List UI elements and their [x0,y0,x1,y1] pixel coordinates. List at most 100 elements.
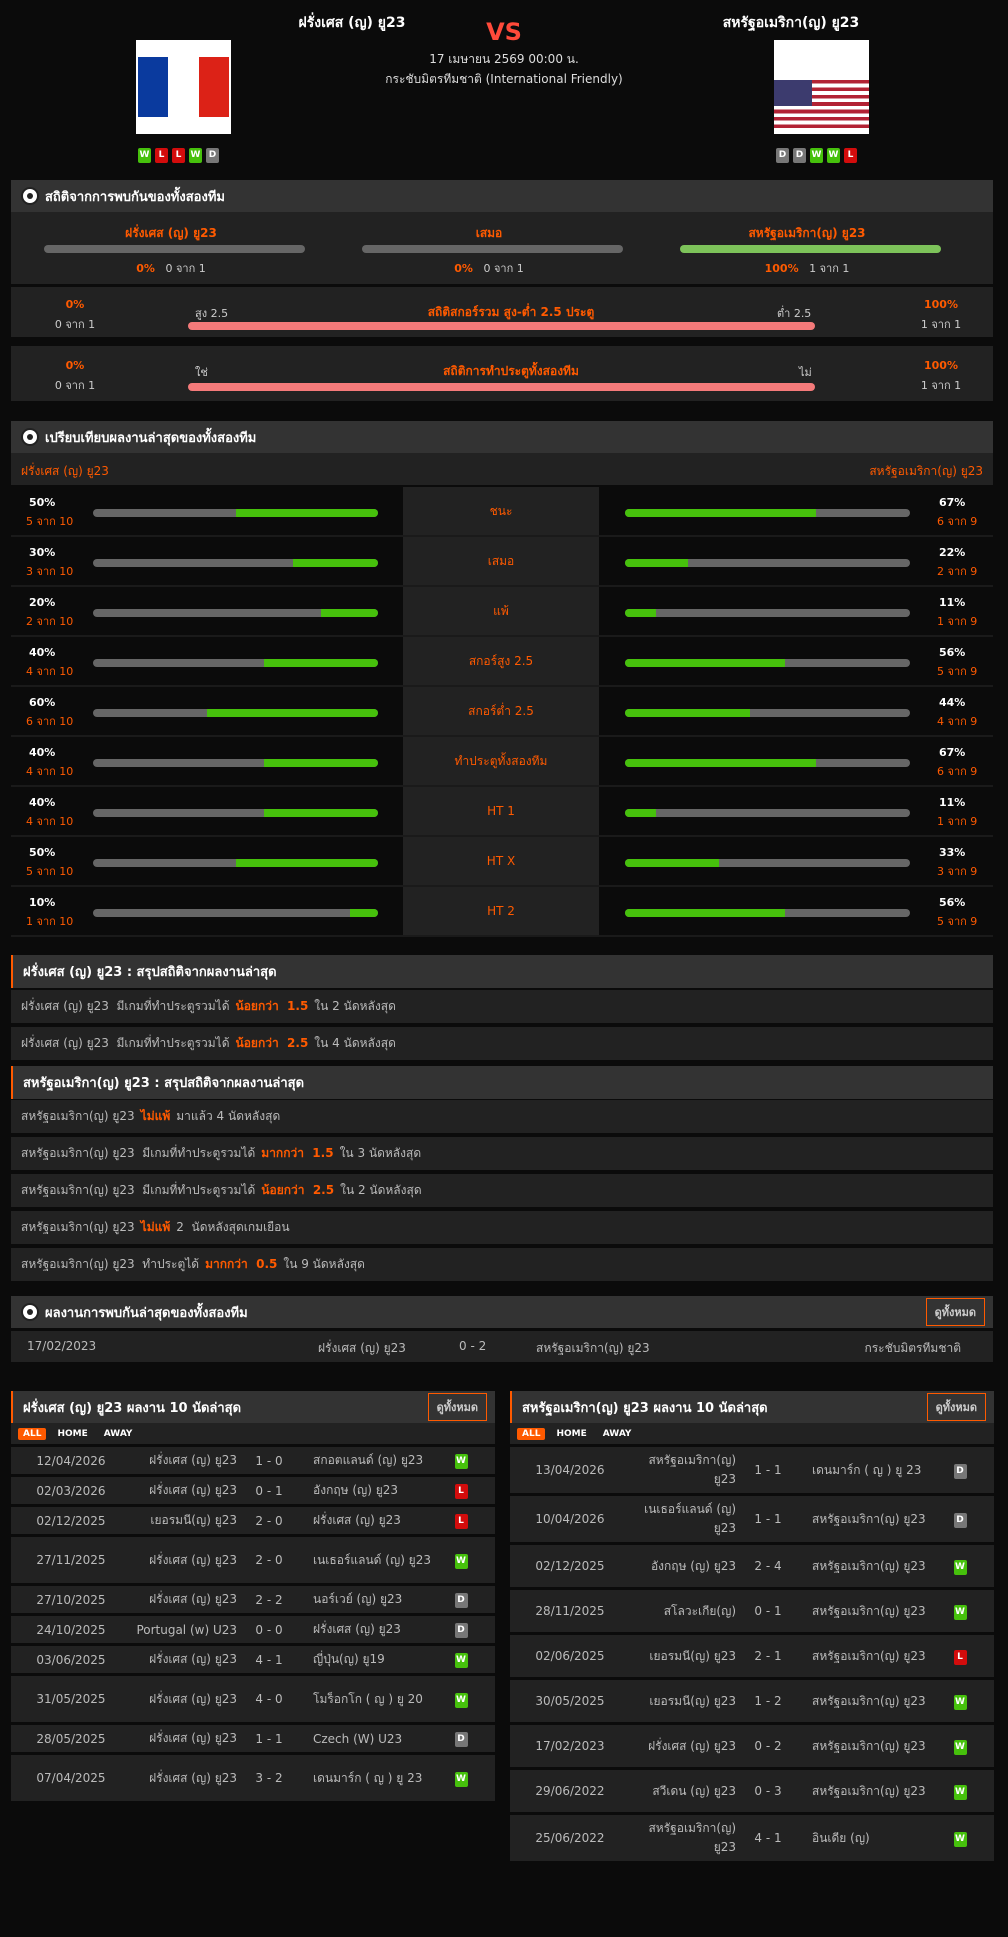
away-side: 67% 6 จาก 9 [599,737,993,785]
outcome-pct: 0% [454,262,473,275]
match-row[interactable]: 31/05/2025 ฝรั่งเศส (ญ) ยู23 4 - 0 โมร็อกโก… [11,1676,495,1722]
match-row[interactable]: 13/04/2026 สหรัฐอเมริกา(ญ) ยู23 1 - 1 เดนมา… [510,1447,994,1493]
away-team: สหรัฐอเมริกา(ญ) ยู23 [812,1603,926,1618]
away-pct: 11% [939,796,966,809]
match-row[interactable]: 03/06/2025 ฝรั่งเศส (ญ) ยู23 4 - 1 ญี่ปุ่น(… [11,1646,495,1673]
stat-label: HT 2 [403,887,599,935]
result: D [940,1511,980,1528]
result: W [441,1651,481,1668]
match-row[interactable]: 10/04/2026 เนเธอร์แลนด์ (ญ) ยู23 1 - 1 สหรั… [510,1496,994,1542]
match-row[interactable]: 17/02/2023 ฝรั่งเศส (ญ) ยู23 0 - 2 สหรัฐอเม… [510,1725,994,1767]
filter-tabs: ALL HOME AWAY [11,1423,495,1444]
summary-text: ฝรั่งเศส (ญ) ยู23 มีเกมที่ทำประตูรวมได้ [21,999,230,1013]
away-flag [774,40,869,134]
home-count: 5 จาก 10 [26,865,74,878]
match-row[interactable]: 29/06/2022 สวีเดน (ญ) ยู23 0 - 3 สหรัฐอเมริ… [510,1770,994,1812]
match-row[interactable]: 02/06/2025 เยอรมนี(ญ) ยู23 2 - 1 สหรัฐอเมริ… [510,1635,994,1677]
result-badge: D [953,1512,967,1528]
home-team: สหรัฐอเมริกา(ญ) ยู23 [648,1821,736,1854]
outcome-count: 0 จาก 1 [483,262,524,275]
tab-all[interactable]: ALL [517,1427,546,1440]
match-row[interactable]: 02/12/2025 เยอรมนี(ญ) ยู23 2 - 0 ฝรั่งเศส (… [11,1507,495,1534]
home-bar [93,609,378,617]
match-row[interactable]: 12/04/2026 ฝรั่งเศส (ญ) ยู23 1 - 0 สกอตแลนด… [11,1447,495,1474]
home-count: 2 จาก 10 [26,615,74,628]
summary-highlight: มากกว่า 0.5 [205,1257,278,1271]
away-bar-fill [625,609,657,617]
match-row[interactable]: 28/11/2025 สโลวะเกีย(ญ) 0 - 1 สหรัฐอเมริกา(… [510,1590,994,1632]
tab-away[interactable]: AWAY [103,1428,133,1439]
away-side: 33% 3 จาก 9 [599,837,993,885]
tab-home[interactable]: HOME [556,1428,587,1439]
score: 1 - 1 [754,1512,782,1526]
result-badge: D [454,1732,468,1747]
view-all-button[interactable]: ดูทั้งหมด [925,1298,985,1326]
away-bar [625,659,910,667]
away-count: 2 จาก 9 [937,565,978,578]
right-pct: 100% [924,298,958,311]
away-pct: 56% [939,646,966,659]
stat-label: สกอร์สูง 2.5 [403,637,599,685]
away-count: 1 จาก 9 [937,815,978,828]
away-bar [625,509,910,517]
away-pct: 22% [939,546,966,559]
outcome-pct: 100% [764,262,799,275]
away-bar-fill [625,509,816,517]
match-date: 02/03/2026 [36,1483,106,1498]
result-badge: W [454,1771,468,1787]
form-badge: W [827,148,840,163]
away-team: Czech (W) U23 [313,1731,403,1746]
home-team-name[interactable]: ฝรั่งเศส (ญ) ยู23 [298,15,406,31]
match-row[interactable]: 27/10/2025 ฝรั่งเศส (ญ) ยู23 2 - 2 นอร์เวย์… [11,1586,495,1613]
view-all-button[interactable]: ดูทั้งหมด [926,1393,986,1421]
match-row[interactable]: 27/11/2025 ฝรั่งเศส (ญ) ยู23 2 - 0 เนเธอร์แ… [11,1537,495,1583]
home-bar-fill [207,709,378,717]
away-count: 1 จาก 9 [937,615,978,628]
match-row[interactable]: 25/06/2022 สหรัฐอเมริกา(ญ) ยู23 4 - 1 อินเด… [510,1815,994,1861]
home-bar-fill [349,909,378,917]
match-date: 31/05/2025 [36,1692,106,1706]
view-all-button[interactable]: ดูทั้งหมด [427,1393,487,1421]
summary-row: สหรัฐอเมริกา(ญ) ยู23 มีเกมที่ทำประตูรวมไ… [11,1174,993,1207]
home-bar [93,759,378,767]
match-row[interactable]: 07/04/2025 ฝรั่งเศส (ญ) ยู23 3 - 2 เดนมาร์ก… [11,1755,495,1801]
compare-row: 20% 2 จาก 10 แพ้ 11% 1 จาก 9 [11,587,993,637]
home-bar [93,559,378,567]
away-team: สหรัฐอเมริกา(ญ) ยู23 [812,1558,926,1573]
away-bar [625,609,910,617]
form-badge: D [206,148,219,163]
result: D [940,1462,980,1479]
stat-label: สกอร์ต่ำ 2.5 [403,687,599,735]
tab-all[interactable]: ALL [18,1427,47,1440]
match-row[interactable]: 24/10/2025 Portugal (w) U23 0 - 0 ฝรั่งเศส … [11,1616,495,1643]
result: W [940,1783,980,1800]
home-flag [136,40,231,134]
score: 2 - 0 [255,1513,283,1528]
match-row[interactable]: 02/12/2025 อังกฤษ (ญ) ยู23 2 - 4 สหรัฐอเมริ… [510,1545,994,1587]
stat-label: HT 1 [403,787,599,835]
match-date: 30/05/2025 [535,1694,605,1708]
tab-away[interactable]: AWAY [602,1428,632,1439]
form-badge: L [844,148,857,163]
summary-highlight: น้อยกว่า 1.5 [235,999,309,1013]
home-team: ฝรั่งเศส (ญ) ยู23 [318,1341,406,1355]
away-team: สหรัฐอเมริกา(ญ) ยู23 [812,1648,926,1663]
away-team: ฝรั่งเศส (ญ) ยู23 [313,1622,401,1636]
h2h-result-row[interactable]: 17/02/2023 ฝรั่งเศส (ญ) ยู23 0 - 2 สหรัฐ… [11,1331,993,1362]
match-row[interactable]: 30/05/2025 เยอรมนี(ญ) ยู23 1 - 2 สหรัฐอเมริ… [510,1680,994,1722]
score: 2 - 0 [255,1553,283,1567]
match-row[interactable]: 28/05/2025 ฝรั่งเศส (ญ) ยู23 1 - 1 Czech (W… [11,1725,495,1752]
summary-row: สหรัฐอเมริกา(ญ) ยู23 มีเกมที่ทำประตูรวมไ… [11,1137,993,1170]
result: L [940,1648,980,1665]
home-bar-fill [292,559,378,567]
tab-home[interactable]: HOME [57,1428,88,1439]
match-date: 07/04/2025 [36,1771,106,1785]
away-team-name[interactable]: สหรัฐอเมริกา(ญ) ยู23 [722,15,860,31]
home-bar [93,809,378,817]
home-side: 50% 5 จาก 10 [11,487,403,535]
match-row[interactable]: 02/03/2026 ฝรั่งเศส (ญ) ยู23 0 - 1 อังกฤษ (… [11,1477,495,1504]
home-team: เยอรมนี(ญ) ยู23 [649,1693,736,1708]
result: W [940,1693,980,1710]
soccer-ball-icon [21,1303,39,1321]
away-team: ฝรั่งเศส (ญ) ยู23 [313,1513,401,1527]
